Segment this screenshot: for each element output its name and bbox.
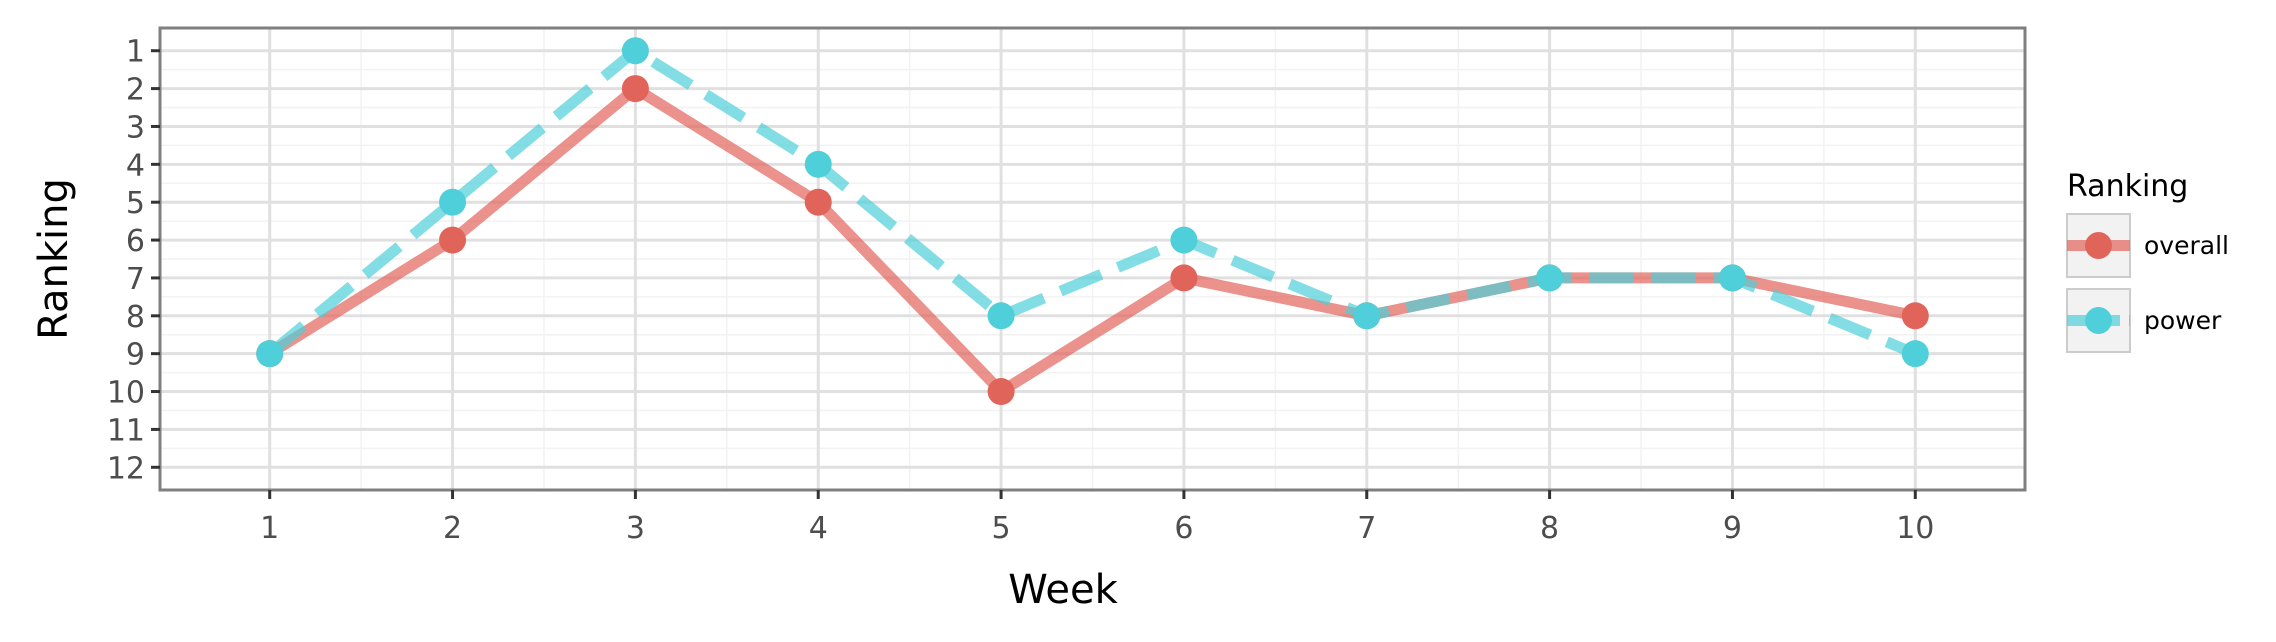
y-tick-label: 7 [126,262,145,297]
legend: Ranking overall power [2066,169,2229,353]
x-tick-label: 1 [260,511,279,546]
legend-key-point [2085,307,2112,334]
legend-title: Ranking [2067,169,2188,204]
data-point-power [1170,226,1198,254]
legend-label: power [2144,306,2222,335]
plot-panel-border [158,26,2027,492]
data-point-power [1718,264,1746,292]
y-tick-label: 11 [107,413,145,448]
series-line-power [266,45,1918,359]
x-tick-label: 10 [1896,511,1934,546]
data-point-overall [1901,302,1929,330]
grid-major [160,28,2025,490]
x-axis-title: Week [1008,567,1118,613]
y-tick-label: 10 [107,376,145,411]
x-tick-label: 5 [992,511,1011,546]
data-point-power [621,37,649,65]
y-tick-label: 1 [126,35,145,70]
y-tick-label: 3 [126,110,145,145]
data-point-power [256,340,284,368]
series-line-overall [266,83,1917,398]
data-point-overall [804,188,832,216]
data-point-power [804,150,832,178]
data-point-overall [987,378,1015,406]
y-tick-label: 8 [126,300,145,335]
data-point-power [1901,340,1929,368]
legend-items: overall power [2066,213,2229,353]
x-axis: 1 2 3 4 5 6 7 8 9 10 [260,490,1934,546]
data-point-overall [1170,264,1198,292]
x-tick-label: 8 [1540,511,1559,546]
x-tick-label: 3 [626,511,645,546]
y-tick-label: 5 [126,186,145,221]
x-tick-label: 9 [1723,511,1742,546]
y-tick-label: 6 [126,224,145,259]
data-point-power [1536,264,1564,292]
legend-item-overall: overall [2066,213,2229,278]
legend-label: overall [2144,231,2229,260]
x-tick-label: 2 [443,511,462,546]
y-tick-label: 2 [126,73,145,108]
x-tick-label: 4 [809,511,828,546]
data-point-overall [439,226,467,254]
y-axis-title: Ranking [31,178,77,340]
data-point-power [987,302,1015,330]
x-tick-label: 6 [1174,511,1193,546]
y-tick-label: 12 [107,451,145,486]
data-point-power [1353,302,1381,330]
data-point-power [439,188,467,216]
data-point-overall [621,75,649,103]
y-tick-label: 4 [126,148,145,183]
legend-key-point [2085,232,2112,259]
x-tick-label: 7 [1357,511,1376,546]
series-layer [256,37,1929,406]
y-tick-label: 9 [126,338,145,373]
legend-item-power: power [2066,288,2222,353]
